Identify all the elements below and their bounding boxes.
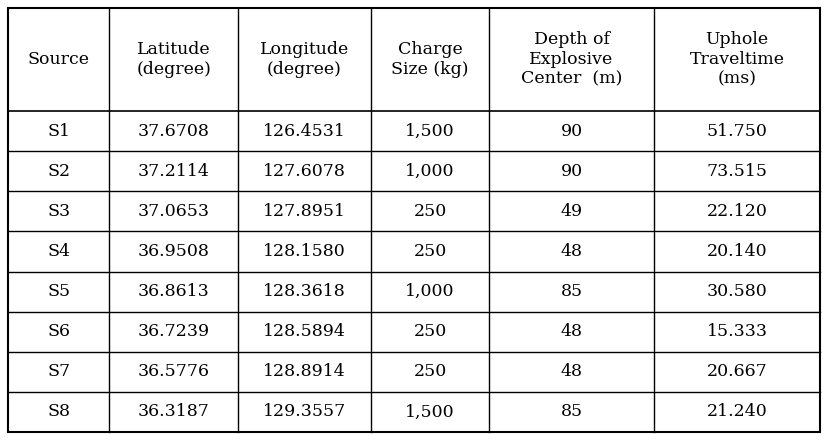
Text: 128.5894: 128.5894 xyxy=(263,323,346,340)
Text: 36.9508: 36.9508 xyxy=(137,243,209,260)
Text: 126.4531: 126.4531 xyxy=(263,123,346,139)
Text: 30.580: 30.580 xyxy=(706,283,767,300)
Text: S5: S5 xyxy=(47,283,70,300)
Text: 250: 250 xyxy=(413,323,446,340)
Text: 127.6078: 127.6078 xyxy=(263,163,346,180)
Text: 36.3187: 36.3187 xyxy=(137,403,209,421)
Text: S6: S6 xyxy=(47,323,70,340)
Text: 128.8914: 128.8914 xyxy=(263,363,346,380)
Text: 1,500: 1,500 xyxy=(404,123,454,139)
Text: 1,000: 1,000 xyxy=(404,163,454,180)
Text: 128.1580: 128.1580 xyxy=(263,243,346,260)
Text: 22.120: 22.120 xyxy=(706,203,767,220)
Text: 37.2114: 37.2114 xyxy=(137,163,209,180)
Text: Uphole
Traveltime
(ms): Uphole Traveltime (ms) xyxy=(689,32,784,88)
Text: 15.333: 15.333 xyxy=(705,323,767,340)
Text: 85: 85 xyxy=(560,283,582,300)
Text: S7: S7 xyxy=(47,363,70,380)
Text: 37.0653: 37.0653 xyxy=(137,203,209,220)
Text: 85: 85 xyxy=(560,403,582,421)
Text: 90: 90 xyxy=(560,163,582,180)
Text: S2: S2 xyxy=(47,163,70,180)
Text: 37.6708: 37.6708 xyxy=(137,123,209,139)
Text: 129.3557: 129.3557 xyxy=(262,403,346,421)
Text: 250: 250 xyxy=(413,243,446,260)
Text: 250: 250 xyxy=(413,203,446,220)
Text: 48: 48 xyxy=(560,323,582,340)
Text: 36.8613: 36.8613 xyxy=(137,283,209,300)
Text: S4: S4 xyxy=(47,243,70,260)
Text: 36.7239: 36.7239 xyxy=(137,323,209,340)
Text: Depth of
Explosive
Center  (m): Depth of Explosive Center (m) xyxy=(520,32,622,88)
Text: 127.8951: 127.8951 xyxy=(263,203,346,220)
Text: S1: S1 xyxy=(47,123,70,139)
Text: Source: Source xyxy=(28,51,89,68)
Text: Charge
Size (kg): Charge Size (kg) xyxy=(391,41,468,78)
Text: 20.140: 20.140 xyxy=(706,243,767,260)
Text: 49: 49 xyxy=(560,203,582,220)
Text: 36.5776: 36.5776 xyxy=(137,363,209,380)
Text: 250: 250 xyxy=(413,363,446,380)
Text: 90: 90 xyxy=(560,123,582,139)
Text: 48: 48 xyxy=(560,243,582,260)
Text: Longitude
(degree): Longitude (degree) xyxy=(260,41,349,78)
Text: 21.240: 21.240 xyxy=(706,403,767,421)
Text: 51.750: 51.750 xyxy=(706,123,767,139)
Text: 1,000: 1,000 xyxy=(404,283,454,300)
Text: Latitude
(degree): Latitude (degree) xyxy=(136,41,211,78)
Text: 73.515: 73.515 xyxy=(705,163,767,180)
Text: 1,500: 1,500 xyxy=(404,403,454,421)
Text: S3: S3 xyxy=(47,203,70,220)
Text: 20.667: 20.667 xyxy=(706,363,767,380)
Text: 48: 48 xyxy=(560,363,582,380)
Text: 128.3618: 128.3618 xyxy=(263,283,346,300)
Text: S8: S8 xyxy=(47,403,70,421)
